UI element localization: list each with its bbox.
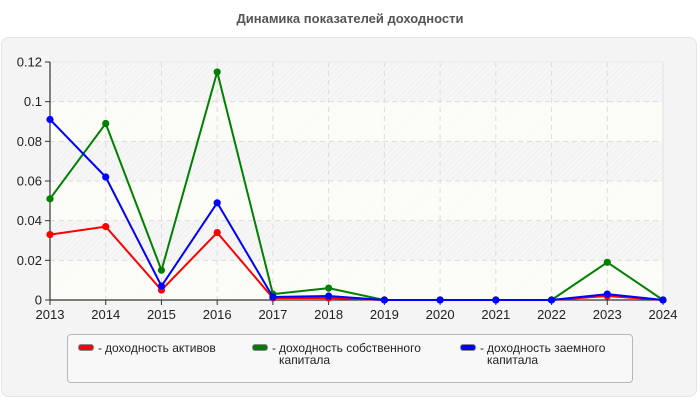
- data-point: [659, 296, 667, 304]
- legend: - доходность активов - доходность собств…: [67, 334, 633, 383]
- data-point: [102, 173, 110, 181]
- data-point: [603, 290, 611, 298]
- x-tick-label: 2014: [91, 307, 120, 322]
- legend-label: доходность заемного капитала: [487, 341, 606, 367]
- series-line: [49, 70, 664, 301]
- data-point: [325, 284, 333, 292]
- y-tick-label: 0.1: [24, 94, 42, 109]
- x-tick-label: 2020: [426, 307, 455, 322]
- legend-swatch-green: [252, 344, 268, 351]
- series-line: [49, 118, 664, 301]
- legend-item-assets: - доходность активов: [78, 342, 265, 354]
- y-tick-label: 0.12: [17, 55, 42, 70]
- x-tick-label: 2016: [203, 307, 232, 322]
- plot-band-hatch: [50, 220, 663, 261]
- y-tick-label: 0.06: [17, 174, 42, 189]
- data-point: [46, 230, 54, 239]
- legend-dash: -: [272, 341, 276, 355]
- legend-label: доходность собственного капитала: [279, 341, 421, 367]
- data-point: [603, 258, 611, 266]
- legend-label: доходность активов: [105, 341, 216, 355]
- gridlines: [50, 61, 664, 300]
- data-point: [46, 195, 54, 203]
- legend-item-debt: - доходность заемного капитала: [460, 342, 637, 366]
- legend-dash: -: [480, 341, 484, 355]
- y-tick-label: 0.02: [17, 253, 42, 268]
- y-tick-label: 0.08: [17, 134, 42, 149]
- data-point: [436, 296, 444, 304]
- x-tick-label: 2018: [314, 307, 343, 322]
- plot-band-hatch: [50, 101, 663, 142]
- data-point: [157, 282, 166, 290]
- x-tick-label: 2023: [593, 307, 622, 322]
- data-point: [213, 68, 221, 76]
- data-point: [325, 292, 333, 300]
- data-point: [213, 228, 221, 237]
- x-tick-label: 2013: [36, 307, 65, 322]
- data-point: [46, 115, 54, 124]
- x-tick-label: 2024: [649, 307, 678, 322]
- data-point: [102, 119, 110, 128]
- legend-item-equity: - доходность собственного капитала: [252, 342, 449, 366]
- x-tick-label: 2021: [481, 307, 510, 322]
- x-tick-label: 2019: [370, 307, 399, 322]
- data-point: [269, 293, 277, 301]
- legend-swatch-blue: [460, 344, 476, 351]
- y-tick-label: 0: [35, 293, 42, 308]
- data-point: [380, 296, 388, 304]
- chart-title: Динамика показателей доходности: [236, 11, 464, 26]
- axes: 0 0.02 0.04 0.06 0.08 0.1 0.12 2013 2014 2015 2016…: [17, 55, 678, 323]
- plot-band-hatch: [50, 62, 663, 102]
- data-point: [157, 266, 166, 274]
- data-point: [547, 296, 556, 304]
- x-tick-label: 2015: [147, 307, 176, 322]
- plot-band-hatch: [50, 141, 663, 181]
- data-point: [492, 296, 500, 304]
- y-tick-label: 0.04: [17, 213, 42, 228]
- x-tick-label: 2017: [258, 307, 287, 322]
- legend-swatch-red: [78, 344, 94, 351]
- data-point: [213, 199, 221, 207]
- data-series: [46, 68, 667, 304]
- legend-dash: -: [98, 341, 102, 355]
- x-tick-label: 2022: [537, 307, 566, 322]
- plot-band-hatch: [50, 181, 663, 221]
- plot-background: [50, 62, 663, 300]
- data-point: [102, 223, 110, 231]
